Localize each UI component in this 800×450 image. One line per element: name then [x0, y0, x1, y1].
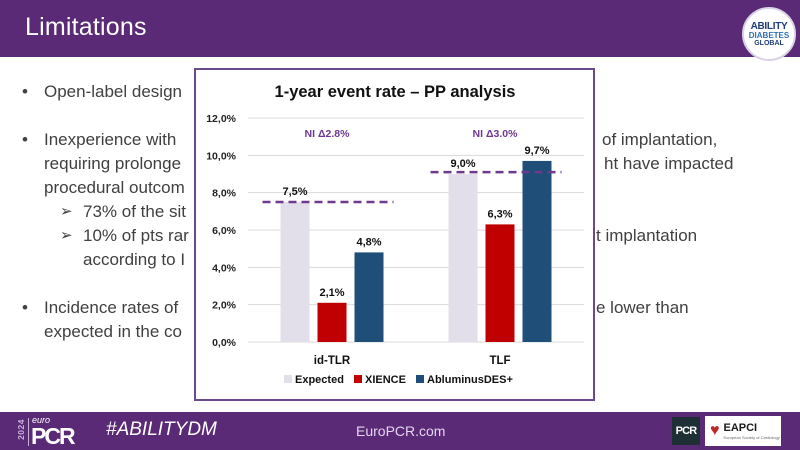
bar-abluminusdes- — [354, 252, 384, 342]
sub-bullet-text: 10% of pts rar — [83, 226, 189, 245]
data-label: 4,8% — [356, 236, 381, 248]
europcr-2024-logo: 2024 euro PCR — [16, 415, 86, 449]
chart-title: 1-year event rate – PP analysis — [275, 83, 516, 101]
bar-xience — [317, 302, 347, 342]
logo-separator — [28, 418, 29, 446]
y-axis-ticks: 0,0% 2,0% 4,0% 6,0% 8,0% 10,0% 12,0% — [206, 113, 236, 349]
x-category-label: TLF — [489, 355, 510, 367]
data-label: 9,7% — [524, 145, 549, 157]
bar-expected — [448, 174, 478, 342]
bullet-dot: • — [22, 130, 28, 149]
logo-line-3: GLOBAL — [754, 39, 784, 47]
bullet-text-line-right: of implantation, — [602, 130, 718, 149]
x-axis-categories: id-TLR TLF — [314, 355, 511, 367]
y-tick-label: 2,0% — [212, 300, 237, 312]
bar-chart: 1-year event rate – PP analysis 0,0% 2,0%… — [206, 83, 584, 386]
arrow-bullet-icon: ➢ — [60, 203, 73, 220]
y-tick-label: 4,0% — [212, 262, 237, 274]
bullet-text-line: requiring prolonge — [44, 154, 182, 173]
data-label: 9,0% — [450, 158, 475, 170]
legend: Expected XIENCE AbluminusDES+ — [284, 374, 513, 386]
bar-expected — [280, 202, 310, 342]
heart-icon: ♥ — [710, 422, 720, 439]
bullet-text-line: procedural outcom — [44, 178, 185, 197]
hashtag: #ABILITYDM — [106, 419, 217, 440]
bar-xience — [485, 224, 515, 342]
logo-year: 2024 — [16, 419, 26, 440]
legend-label: Expected — [295, 374, 344, 386]
bullet-text-line-right: e lower than — [596, 298, 689, 317]
eapci-logo: ♥ EAPCI European Society of Cardiology — [705, 416, 781, 446]
y-tick-label: 8,0% — [212, 188, 237, 200]
y-tick-label: 6,0% — [212, 225, 237, 237]
eapci-subtitle: European Society of Cardiology — [723, 434, 780, 440]
slide-header: Limitations ABILITY DIABETES GLOBAL — [0, 0, 800, 61]
pcr-logo: PCR — [672, 417, 700, 445]
bullet-text-line: expected in the co — [44, 322, 182, 341]
bullet-text: Open-label design — [44, 82, 182, 101]
arrow-bullet-icon: ➢ — [60, 227, 73, 244]
legend-label: XIENCE — [365, 374, 406, 386]
bullet-dot: • — [22, 298, 28, 317]
ni-margin-label: NI Δ3.0% — [473, 128, 519, 140]
logo-line-1: ABILITY — [750, 20, 788, 32]
chart-panel: 1-year event rate – PP analysis 0,0% 2,0%… — [194, 68, 595, 401]
sub-bullet-text: 73% of the sit — [83, 202, 187, 221]
ability-diabetes-global-logo: ABILITY DIABETES GLOBAL — [742, 7, 796, 61]
sub-bullet-text-right: t implantation — [596, 226, 698, 245]
data-label: 2,1% — [319, 287, 344, 299]
bar-abluminusdes- — [522, 160, 552, 342]
legend-label: AbluminusDES+ — [427, 374, 513, 386]
logo-pcr: PCR — [31, 423, 76, 449]
logo-euro: euro — [32, 415, 51, 425]
eapci-name: EAPCI — [723, 421, 758, 434]
bullet-text-line: Incidence rates of — [44, 298, 179, 317]
bullet-text-line: Inexperience with — [44, 130, 177, 149]
bars — [280, 160, 552, 342]
slide-title: Limitations — [25, 13, 147, 41]
y-tick-label: 0,0% — [212, 337, 237, 349]
data-label: 6,3% — [487, 208, 512, 220]
legend-swatch — [284, 375, 292, 383]
bullet-dot: • — [22, 82, 28, 101]
slide-footer: 2024 euro PCR #ABILITYDM EuroPCR.com PCR… — [0, 412, 800, 450]
ni-thresholds: NI Δ2.8% NI Δ3.0% — [262, 128, 562, 204]
legend-swatch — [354, 375, 362, 383]
sub-bullet-text: according to I — [83, 250, 186, 269]
legend-swatch — [416, 375, 424, 383]
y-tick-label: 10,0% — [206, 150, 236, 162]
data-label: 7,5% — [282, 186, 307, 198]
logo-line-2: DIABETES — [748, 30, 790, 40]
y-tick-label: 12,0% — [206, 113, 236, 125]
bullet-text-line-right: ht have impacted — [604, 154, 734, 173]
footer-divider — [0, 409, 800, 412]
website-link: EuroPCR.com — [356, 423, 446, 439]
ni-margin-label: NI Δ2.8% — [305, 128, 351, 140]
x-category-label: id-TLR — [314, 355, 351, 367]
data-labels: 7,5% 2,1% 4,8% 9,0% 6,3% 9,7% — [282, 145, 549, 299]
